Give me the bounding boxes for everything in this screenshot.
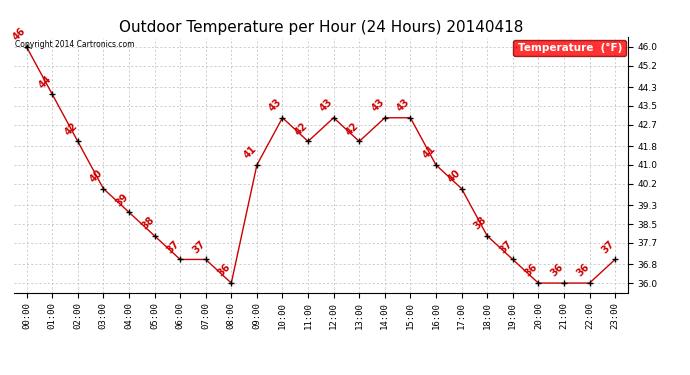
Text: 39: 39 bbox=[114, 192, 130, 208]
Text: 36: 36 bbox=[549, 262, 565, 279]
Text: 38: 38 bbox=[139, 215, 156, 232]
Text: 41: 41 bbox=[421, 144, 437, 161]
Text: 40: 40 bbox=[88, 168, 105, 184]
Text: 38: 38 bbox=[472, 215, 489, 232]
Text: 36: 36 bbox=[574, 262, 591, 279]
Text: 43: 43 bbox=[395, 97, 412, 114]
Text: 44: 44 bbox=[37, 74, 54, 90]
Text: 42: 42 bbox=[293, 121, 309, 137]
Text: 37: 37 bbox=[190, 238, 207, 255]
Text: 42: 42 bbox=[63, 121, 79, 137]
Legend: Temperature  (°F): Temperature (°F) bbox=[513, 40, 626, 56]
Text: 42: 42 bbox=[344, 121, 361, 137]
Text: Copyright 2014 Cartronics.com: Copyright 2014 Cartronics.com bbox=[15, 40, 135, 49]
Text: 37: 37 bbox=[600, 238, 616, 255]
Title: Outdoor Temperature per Hour (24 Hours) 20140418: Outdoor Temperature per Hour (24 Hours) … bbox=[119, 20, 523, 35]
Text: 43: 43 bbox=[318, 97, 335, 114]
Text: 43: 43 bbox=[370, 97, 386, 114]
Text: 36: 36 bbox=[216, 262, 233, 279]
Text: 36: 36 bbox=[523, 262, 540, 279]
Text: 37: 37 bbox=[497, 238, 514, 255]
Text: 43: 43 bbox=[267, 97, 284, 114]
Text: 40: 40 bbox=[446, 168, 463, 184]
Text: 46: 46 bbox=[11, 26, 28, 43]
Text: 41: 41 bbox=[241, 144, 258, 161]
Text: 37: 37 bbox=[165, 238, 181, 255]
